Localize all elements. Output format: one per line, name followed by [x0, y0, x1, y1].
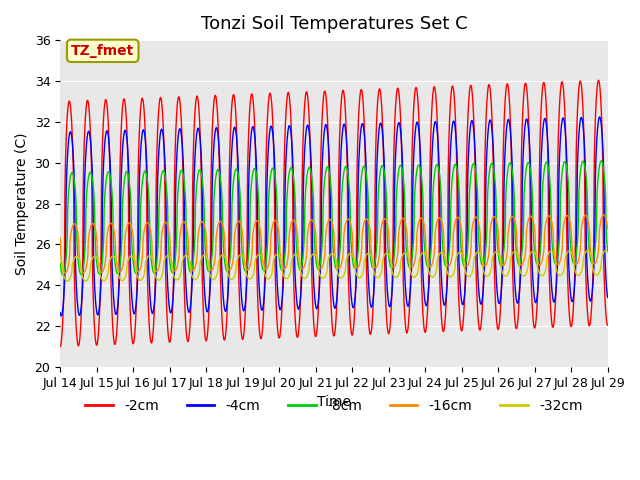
-4cm — [119, 143, 127, 149]
-16cm — [119, 264, 127, 269]
-8cm — [597, 158, 605, 164]
-32cm — [56, 255, 64, 261]
-2cm — [604, 322, 611, 328]
-8cm — [152, 268, 159, 274]
-8cm — [266, 175, 274, 181]
-32cm — [290, 252, 298, 258]
-2cm — [593, 87, 601, 93]
-2cm — [119, 104, 127, 109]
-4cm — [290, 229, 298, 235]
Line: -8cm: -8cm — [60, 161, 607, 275]
-8cm — [290, 180, 298, 185]
X-axis label: Time: Time — [317, 396, 351, 409]
-4cm — [593, 133, 601, 139]
-16cm — [593, 256, 601, 262]
-8cm — [59, 272, 67, 278]
-32cm — [602, 248, 610, 253]
Title: Tonzi Soil Temperatures Set C: Tonzi Soil Temperatures Set C — [200, 15, 467, 33]
-4cm — [604, 294, 611, 300]
-4cm — [534, 284, 542, 290]
-2cm — [266, 90, 274, 96]
-32cm — [266, 275, 274, 280]
Line: -2cm: -2cm — [60, 80, 607, 347]
-2cm — [534, 283, 541, 289]
-4cm — [266, 125, 274, 131]
-16cm — [56, 235, 64, 241]
-8cm — [534, 261, 542, 266]
-8cm — [604, 248, 611, 254]
-32cm — [119, 277, 127, 283]
Line: -32cm: -32cm — [60, 251, 607, 281]
Text: TZ_fmet: TZ_fmet — [71, 44, 134, 58]
-32cm — [152, 273, 159, 278]
-16cm — [534, 260, 542, 266]
-2cm — [151, 284, 159, 290]
-8cm — [119, 197, 127, 203]
-16cm — [600, 212, 607, 218]
Legend: -2cm, -4cm, -8cm, -16cm, -32cm: -2cm, -4cm, -8cm, -16cm, -32cm — [80, 394, 588, 419]
-2cm — [290, 283, 298, 288]
-32cm — [534, 267, 542, 273]
Line: -16cm: -16cm — [60, 215, 607, 273]
-32cm — [593, 272, 601, 278]
-16cm — [604, 226, 611, 231]
-16cm — [61, 270, 69, 276]
-4cm — [56, 310, 64, 315]
-8cm — [56, 260, 64, 266]
-4cm — [596, 114, 604, 120]
-4cm — [152, 288, 159, 294]
Line: -4cm: -4cm — [60, 117, 607, 316]
-4cm — [58, 313, 65, 319]
-2cm — [595, 77, 602, 83]
-8cm — [593, 191, 601, 197]
-32cm — [604, 249, 611, 255]
-2cm — [56, 344, 64, 349]
-16cm — [152, 267, 159, 273]
-32cm — [63, 278, 71, 284]
-16cm — [290, 217, 298, 223]
-16cm — [266, 250, 274, 256]
Y-axis label: Soil Temperature (C): Soil Temperature (C) — [15, 132, 29, 275]
